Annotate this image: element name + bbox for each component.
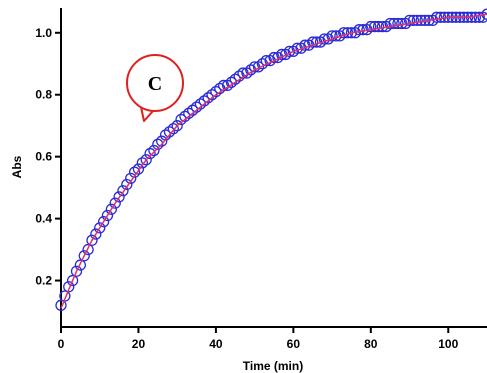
data-point-marker [132,163,145,175]
y-axis-title: Abs [10,155,24,178]
data-point-marker [338,27,350,39]
data-point-marker [388,17,400,30]
data-point-marker [307,36,319,48]
fit-curve-line [60,13,487,309]
annotation-layer: C [126,54,184,122]
data-point-marker [113,191,125,203]
y-tick-label: 0.8 [35,88,52,102]
data-point-marker [477,11,487,23]
data-point-marker [97,216,110,228]
data-point-marker [63,281,75,293]
data-point-marker [481,8,487,20]
data-point-marker [171,120,183,132]
data-point-marker [384,17,396,30]
data-point-marker [140,154,152,166]
data-point-marker [287,45,300,58]
data-point-marker [55,299,67,311]
data-point-marker [411,14,423,27]
x-tick-label: 100 [438,337,458,351]
data-point-marker [241,67,253,79]
y-tick-label: 0.2 [35,274,52,288]
data-point-marker [272,51,284,64]
data-point-marker [82,243,94,256]
data-point-marker [148,144,160,157]
data-point-marker [156,135,168,147]
data-point-marker [90,228,102,240]
data-point-marker [94,222,106,234]
data-point-marker [167,123,179,135]
data-point-marker [369,20,381,33]
data-point-marker [334,30,346,42]
data-point-marker [136,157,148,169]
data-point-marker [109,197,121,209]
data-point-marker [59,290,71,302]
data-point-marker [473,11,485,23]
y-tick-label: 1.0 [35,26,52,40]
data-point-marker [260,55,272,67]
y-tick-label: 0.6 [35,150,52,164]
data-point-marker [353,24,365,36]
data-point-marker [152,138,164,150]
data-point-marker [372,20,385,33]
data-point-marker [407,14,420,27]
x-tick-label: 80 [364,337,378,351]
x-tick-label: 20 [132,337,146,351]
y-tick-label: 0.4 [35,212,52,226]
data-point-marker [326,30,338,42]
data-point-marker [86,234,98,246]
data-point-marker [105,203,117,215]
data-point-marker [125,172,137,184]
data-point-marker [279,48,292,61]
data-point-marker [78,250,90,262]
data-point-marker [66,274,79,287]
data-point-marker [295,42,307,54]
data-point-marker [117,185,129,197]
labels-layer: Abs Time (min) [10,155,303,373]
data-point-marker [121,178,133,191]
data-point-marker [252,61,265,73]
data-point-marker [314,36,327,48]
data-point-marker [299,39,311,51]
x-tick-label: 40 [209,337,223,351]
data-point-marker [423,14,435,27]
axes-layer: 0 20 40 60 80 100 0.2 0.4 0.6 0.8 1.0 [35,8,487,351]
data-point-marker [345,27,358,39]
x-tick-label: 0 [58,337,65,351]
data-point-marker [70,265,83,277]
data-point-marker [365,20,377,33]
data-point-marker [144,147,156,160]
x-tick-label: 60 [287,337,301,351]
data-layer [55,8,487,311]
data-point-marker [431,11,443,23]
data-point-marker [403,14,416,27]
x-axis-title: Time (min) [243,359,303,373]
data-point-marker [163,126,176,138]
callout-label: C [148,73,162,95]
callout-bubble [126,54,184,112]
data-point-marker [221,79,234,92]
data-point-marker [392,17,404,30]
data-point-marker [101,209,114,222]
data-point-marker [318,33,330,45]
data-point-marker [74,259,87,271]
